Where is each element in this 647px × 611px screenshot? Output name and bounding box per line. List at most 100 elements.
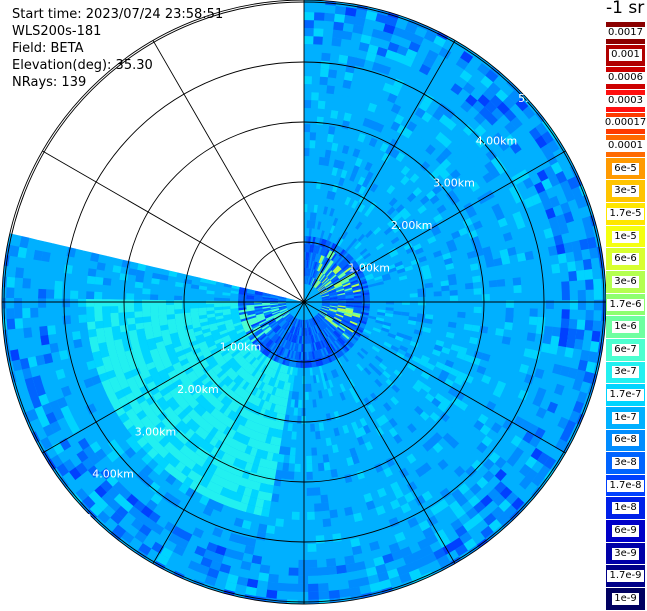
radar-cell <box>304 108 312 117</box>
radar-cell <box>312 375 317 384</box>
radar-cell <box>410 152 421 164</box>
radar-cell <box>62 280 71 291</box>
radar-cell <box>321 293 329 297</box>
radar-cell <box>134 316 144 324</box>
radar-cell <box>373 368 383 377</box>
radar-cell <box>71 322 80 332</box>
radar-cell <box>334 459 343 469</box>
radar-cell <box>533 427 546 441</box>
radar-cell <box>345 291 354 295</box>
radar-cell <box>334 5 347 15</box>
radar-cell <box>424 314 434 320</box>
radar-cell <box>273 445 281 454</box>
radar-cell <box>254 292 263 296</box>
radar-cell <box>538 351 549 363</box>
radar-cell <box>464 63 478 77</box>
radar-cell <box>328 289 337 294</box>
radar-cell <box>313 270 317 278</box>
radar-cell <box>427 375 438 385</box>
radar-cell <box>414 177 425 188</box>
radar-cell <box>403 243 413 251</box>
radar-cell <box>262 325 270 332</box>
radar-cell <box>160 268 170 276</box>
radar-cell <box>304 172 309 181</box>
radar-cell <box>276 317 284 323</box>
radar-cell <box>204 368 214 377</box>
radar-cell <box>75 417 87 430</box>
radar-cell <box>358 502 369 513</box>
radar-cell <box>323 347 329 356</box>
radar-cell <box>313 342 317 351</box>
radar-cell <box>333 330 341 338</box>
radar-cell <box>133 530 148 544</box>
radar-cell <box>328 288 336 293</box>
radar-cell <box>107 346 118 356</box>
radar-cell <box>352 312 361 316</box>
radar-cell <box>391 60 403 72</box>
radar-cell <box>375 505 386 516</box>
radar-cell <box>315 543 326 552</box>
radar-cell <box>225 367 234 376</box>
radar-cell <box>226 419 236 429</box>
radar-cell <box>358 319 367 325</box>
radar-cell <box>70 281 79 291</box>
radar-cell <box>248 421 257 431</box>
radar-cell <box>426 426 437 438</box>
radar-cell <box>147 436 159 448</box>
radar-cell <box>269 351 276 360</box>
radar-cell <box>345 7 358 17</box>
radar-cell <box>225 514 237 526</box>
radar-cell <box>278 297 287 300</box>
radar-cell <box>289 447 296 456</box>
radar-cell <box>23 326 33 339</box>
radar-cell <box>333 235 340 245</box>
radar-cell <box>177 370 187 379</box>
radar-cell <box>383 203 393 213</box>
radar-cell <box>341 320 349 326</box>
radar-cell <box>348 236 356 245</box>
radar-cell <box>332 265 340 273</box>
radar-cell <box>237 433 246 444</box>
radar-cell <box>359 460 369 471</box>
radar-cell <box>445 163 457 175</box>
radar-cell <box>407 206 418 216</box>
radar-cell <box>339 95 349 105</box>
radar-cell <box>390 372 400 382</box>
radar-cell <box>214 519 226 531</box>
radar-cell <box>251 358 259 367</box>
radar-cell <box>307 375 311 384</box>
radar-cell <box>329 216 336 226</box>
radar-cell <box>312 479 320 488</box>
radar-cell <box>376 314 385 319</box>
radar-cell <box>289 325 294 334</box>
radar-cell <box>496 279 506 288</box>
radar-cell <box>386 568 400 580</box>
radar-cell <box>227 345 236 353</box>
radar-cell <box>553 291 562 301</box>
radar-cell <box>530 193 543 206</box>
radar-cell <box>547 245 558 257</box>
radar-cell <box>393 290 402 296</box>
radar-cell <box>191 362 201 371</box>
radar-cell <box>204 423 214 434</box>
radar-cell <box>402 382 413 392</box>
radar-cell <box>423 30 438 43</box>
radar-cell <box>517 339 527 349</box>
radar-cell <box>334 435 342 445</box>
radar-cell <box>249 488 259 499</box>
radar-cell <box>339 346 346 355</box>
radar-cell <box>224 354 233 363</box>
radar-cell <box>390 236 400 245</box>
radar-cell <box>450 537 464 550</box>
radar-cell <box>322 277 329 285</box>
radar-cell <box>433 296 442 302</box>
radar-cell <box>351 455 360 465</box>
radar-cell <box>308 399 314 408</box>
radar-cell <box>195 333 205 341</box>
radar-cell <box>396 389 406 399</box>
radar-cell <box>322 28 334 38</box>
radar-cell <box>280 330 287 338</box>
radar-cell <box>553 234 564 247</box>
radar-cell <box>358 390 367 400</box>
radar-cell <box>400 407 411 418</box>
